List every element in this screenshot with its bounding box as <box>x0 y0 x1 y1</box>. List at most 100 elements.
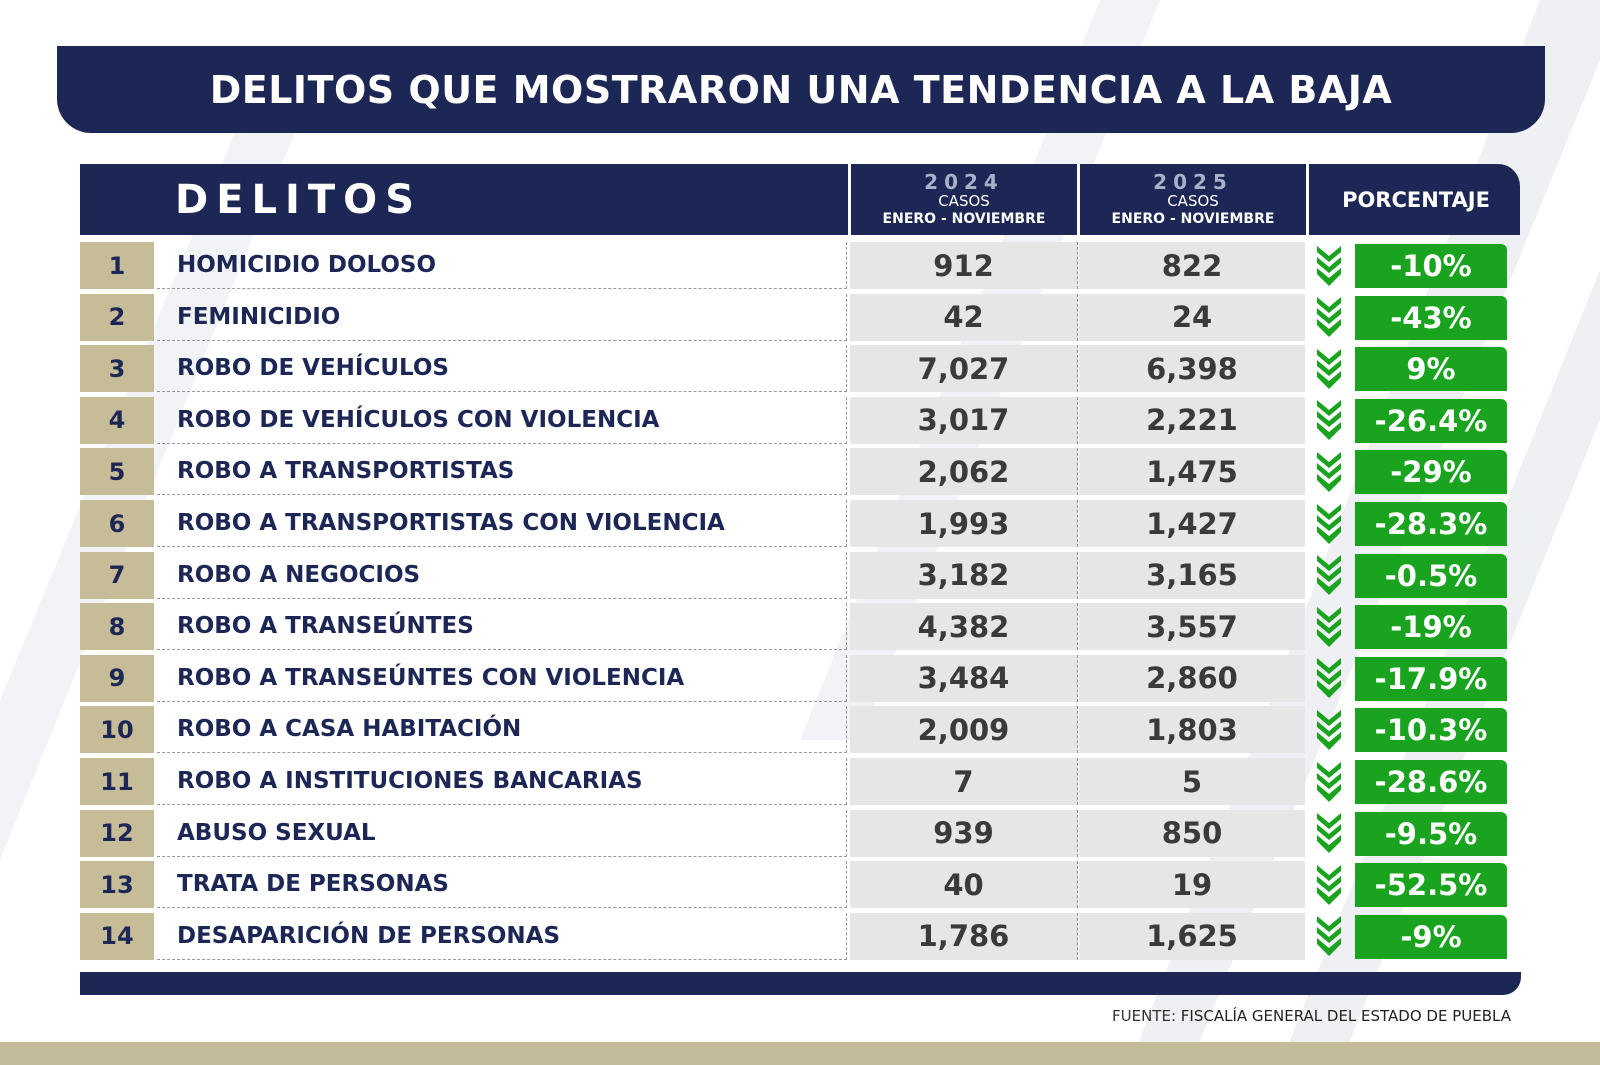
header-casos-2024: CASOS <box>938 192 990 210</box>
percentage-badge: -52.5% <box>1355 863 1507 908</box>
crime-name: HOMICIDIO DOLOSO <box>157 242 847 289</box>
percentage-badge: -0.5% <box>1355 553 1507 598</box>
row-number: 3 <box>80 345 154 393</box>
crime-name: ROBO A TRANSEÚNTES CON VIOLENCIA <box>157 654 847 702</box>
page-title: DELITOS QUE MOSTRARON UNA TENDENCIA A LA… <box>209 67 1393 112</box>
cases-2024: 7,027 <box>850 345 1078 393</box>
double-chevron-down-icon <box>1309 552 1349 599</box>
cases-2024: 4,382 <box>850 603 1078 651</box>
table-row: 8 ROBO A TRANSEÚNTES 4,382 3,557 -19% <box>80 603 1520 652</box>
cases-2025: 822 <box>1079 242 1305 289</box>
double-chevron-down-icon <box>1309 397 1349 444</box>
cases-2025: 3,557 <box>1079 603 1305 651</box>
cases-2024: 939 <box>850 809 1078 857</box>
cases-2024: 40 <box>850 861 1078 909</box>
table-row: 1 HOMICIDIO DOLOSO 912 822 -10% <box>80 242 1520 291</box>
title-banner: DELITOS QUE MOSTRARON UNA TENDENCIA A LA… <box>57 46 1545 133</box>
cases-2025: 19 <box>1079 861 1305 909</box>
double-chevron-down-icon <box>1309 810 1349 857</box>
row-number: 1 <box>80 242 154 289</box>
cases-2024: 2,062 <box>850 448 1078 496</box>
double-chevron-down-icon <box>1309 242 1349 289</box>
table-row: 2 FEMINICIDIO 42 24 -43% <box>80 293 1520 343</box>
percentage-badge: -19% <box>1355 605 1507 650</box>
percentage-badge: -9% <box>1355 914 1507 959</box>
percentage-badge: -10% <box>1355 244 1507 288</box>
percentage-badge: -26.4% <box>1355 398 1507 443</box>
crime-name: DESAPARICIÓN DE PERSONAS <box>157 912 847 960</box>
cases-2025: 1,475 <box>1079 448 1305 496</box>
table-row: 3 ROBO DE VEHÍCULOS 7,027 6,398 9% <box>80 345 1520 394</box>
cases-2024: 3,484 <box>850 654 1078 702</box>
cases-2024: 42 <box>850 293 1078 341</box>
double-chevron-down-icon <box>1309 345 1349 392</box>
double-chevron-down-icon <box>1309 861 1349 908</box>
source-value: FISCALÍA GENERAL DEL ESTADO DE PUEBLA <box>1180 1007 1511 1025</box>
row-number: 13 <box>80 861 154 909</box>
table-row: 9 ROBO A TRANSEÚNTES CON VIOLENCIA 3,484 2,… <box>80 654 1520 704</box>
table-row: 13 TRATA DE PERSONAS 40 19 -52.5% <box>80 861 1520 910</box>
row-number: 9 <box>80 654 154 702</box>
crime-name: ROBO DE VEHÍCULOS <box>157 345 847 393</box>
crime-name: TRATA DE PERSONAS <box>157 861 847 909</box>
row-number: 7 <box>80 551 154 599</box>
row-number: 6 <box>80 500 154 547</box>
crime-name: ROBO A TRANSEÚNTES <box>157 603 847 651</box>
crime-name: ROBO A TRANSPORTISTAS <box>157 448 847 496</box>
header-year-2025: 2025 <box>1153 170 1233 194</box>
table-header: DELITOS 2024 CASOS ENERO - NOVIEMBRE 202… <box>80 164 1520 235</box>
row-number: 2 <box>80 293 154 341</box>
percentage-badge: -9.5% <box>1355 811 1507 856</box>
row-number: 10 <box>80 706 154 754</box>
cases-2024: 1,786 <box>850 912 1078 960</box>
crime-name: ROBO A CASA HABITACIÓN <box>157 706 847 754</box>
double-chevron-down-icon <box>1309 706 1349 753</box>
row-number: 4 <box>80 396 154 444</box>
row-number: 12 <box>80 809 154 857</box>
source-note: FUENTE: FISCALÍA GENERAL DEL ESTADO DE P… <box>1112 1007 1511 1025</box>
cases-2025: 6,398 <box>1079 345 1305 393</box>
cases-2025: 24 <box>1079 293 1305 341</box>
table-row: 6 ROBO A TRANSPORTISTAS CON VIOLENCIA 1,99… <box>80 500 1520 549</box>
row-number: 11 <box>80 758 154 805</box>
percentage-badge: -28.6% <box>1355 760 1507 804</box>
percentage-badge: 9% <box>1355 347 1507 392</box>
table-row: 12 ABUSO SEXUAL 939 850 -9.5% <box>80 809 1520 859</box>
header-period-2024: ENERO - NOVIEMBRE <box>882 211 1046 227</box>
crime-name: ROBO A INSTITUCIONES BANCARIAS <box>157 758 847 805</box>
double-chevron-down-icon <box>1309 448 1349 495</box>
percentage-badge: -17.9% <box>1355 656 1507 701</box>
double-chevron-down-icon <box>1309 758 1349 805</box>
cases-2024: 912 <box>850 242 1078 289</box>
crime-name: ROBO A NEGOCIOS <box>157 551 847 599</box>
cases-2024: 2,009 <box>850 706 1078 754</box>
cases-2025: 850 <box>1079 809 1305 857</box>
double-chevron-down-icon <box>1309 500 1349 547</box>
crime-name: ROBO A TRANSPORTISTAS CON VIOLENCIA <box>157 500 847 547</box>
cases-2025: 2,860 <box>1079 654 1305 702</box>
cases-2025: 1,625 <box>1079 912 1305 960</box>
percentage-badge: -28.3% <box>1355 502 1507 546</box>
percentage-badge: -43% <box>1355 295 1507 340</box>
double-chevron-down-icon <box>1309 655 1349 702</box>
cases-2024: 3,182 <box>850 551 1078 599</box>
double-chevron-down-icon <box>1309 603 1349 650</box>
cases-2024: 3,017 <box>850 396 1078 444</box>
table-row: 7 ROBO A NEGOCIOS 3,182 3,165 -0.5% <box>80 551 1520 601</box>
double-chevron-down-icon <box>1309 294 1349 341</box>
source-label: FUENTE: <box>1112 1007 1176 1025</box>
crime-name: FEMINICIDIO <box>157 293 847 341</box>
header-period-2025: ENERO - NOVIEMBRE <box>1111 211 1275 227</box>
cases-2025: 1,427 <box>1079 500 1305 547</box>
bottom-strip <box>0 1042 1600 1065</box>
row-number: 5 <box>80 448 154 496</box>
cases-2025: 1,803 <box>1079 706 1305 754</box>
table-row: 10 ROBO A CASA HABITACIÓN 2,009 1,803 -10.3% <box>80 706 1520 755</box>
row-number: 14 <box>80 912 154 960</box>
header-delitos: DELITOS <box>175 176 422 223</box>
row-number: 8 <box>80 603 154 651</box>
table-row: 14 DESAPARICIÓN DE PERSONAS 1,786 1,625 -9% <box>80 912 1520 962</box>
cases-2025: 3,165 <box>1079 551 1305 599</box>
cases-2025: 2,221 <box>1079 396 1305 444</box>
